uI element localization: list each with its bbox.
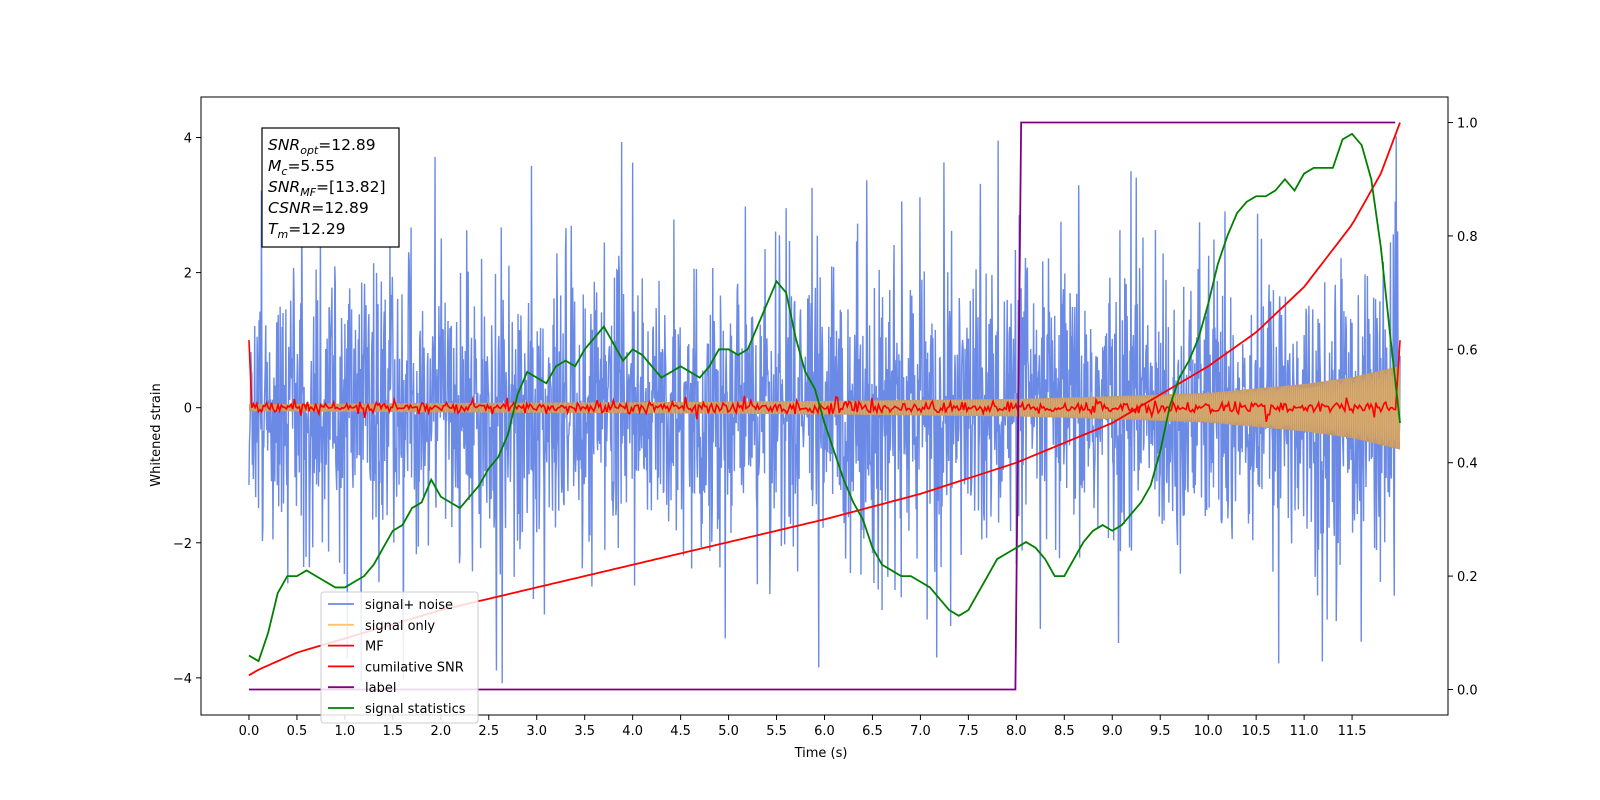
- x-tick-label: 3.5: [574, 724, 595, 739]
- x-tick-label: 9.5: [1150, 724, 1171, 739]
- annotation-line: CSNR=12.89: [268, 199, 369, 217]
- x-tick-label: 4.0: [622, 724, 643, 739]
- x-tick-label: 8.0: [1006, 724, 1027, 739]
- axes: 0.0 0.5 1.0 1.5 2.0 2.5 3.0 3.5 4.0 4.5 5.0 5.5 6.0 6…: [173, 96, 1478, 739]
- annotation-box: SNRopt=12.89Mc=5.55SNRMF=[13.82]CSNR=12.…: [261, 127, 400, 248]
- x-tick-label: 10.0: [1194, 724, 1223, 739]
- series-signal-statistics: [248, 132, 1401, 663]
- y-axis-label: Whitened strain: [149, 383, 164, 486]
- x-tick-label: 6.5: [862, 724, 883, 739]
- series-signal-only: [248, 367, 1401, 449]
- series-label: [248, 121, 1396, 691]
- y2-tick-label: 0.8: [1457, 230, 1478, 245]
- y-tick-label: 2: [184, 267, 192, 282]
- annotation-line: Mc=5.55: [268, 157, 335, 178]
- x-tick-label: 2.5: [478, 724, 499, 739]
- annotation-line: SNRMF=[13.82]: [268, 178, 386, 199]
- x-tick-label: 7.5: [958, 724, 979, 739]
- x-tick-label: 2.0: [430, 724, 451, 739]
- legend-entry: MF: [365, 640, 384, 655]
- legend-entry: signal only: [365, 619, 435, 634]
- x-tick-label: 8.5: [1054, 724, 1075, 739]
- x-tick-label: 1.0: [335, 724, 356, 739]
- annotation-frame: [261, 127, 400, 248]
- y2-tick-label: 1.0: [1457, 117, 1478, 132]
- legend-frame: [320, 591, 479, 724]
- plot-area: [248, 121, 1401, 691]
- x-tick-label: 10.5: [1242, 724, 1271, 739]
- y-tick-label: 0: [184, 402, 192, 417]
- y-tick-label: −4: [173, 672, 192, 687]
- annotation-line: SNRopt=12.89: [268, 136, 376, 157]
- y2-tick-label: 0.0: [1457, 683, 1478, 698]
- y2-tick-label: 0.4: [1457, 457, 1478, 472]
- legend-entry: label: [365, 681, 396, 696]
- legend: signal+ noise signal only MF cumilative SNR…: [320, 591, 479, 724]
- x-tick-label: 1.5: [383, 724, 404, 739]
- series-mf: [248, 340, 1401, 423]
- series-signal-only-band: [248, 365, 1401, 450]
- x-tick-label: 5.5: [766, 724, 787, 739]
- x-tick-label: 7.0: [910, 724, 931, 739]
- y2-tick-label: 0.6: [1457, 343, 1478, 358]
- x-tick-label: 0.5: [287, 724, 308, 739]
- x-tick-label: 4.5: [670, 724, 691, 739]
- legend-entry: cumilative SNR: [365, 660, 464, 675]
- x-tick-label: 3.0: [526, 724, 547, 739]
- y2-tick-label: 0.2: [1457, 570, 1478, 585]
- legend-entry: signal statistics: [365, 702, 466, 717]
- x-tick-label: 11.5: [1338, 724, 1367, 739]
- x-tick-label: 6.0: [814, 724, 835, 739]
- x-tick-label: 11.0: [1290, 724, 1319, 739]
- y-tick-label: −2: [173, 537, 192, 552]
- x-tick-label: 0.0: [239, 724, 260, 739]
- annotation-line: Tm=12.29: [268, 220, 346, 241]
- y-tick-label: 4: [184, 132, 192, 147]
- legend-entry: signal+ noise: [365, 598, 453, 613]
- x-axis-label: Time (s): [794, 746, 848, 761]
- x-tick-label: 9.0: [1102, 724, 1123, 739]
- x-tick-label: 5.0: [718, 724, 739, 739]
